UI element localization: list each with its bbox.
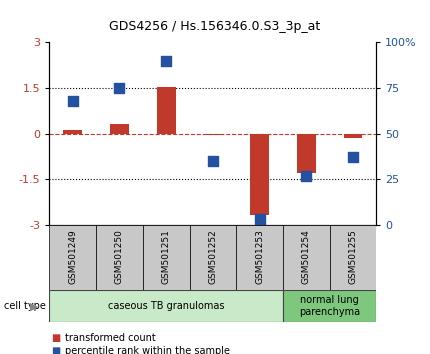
Point (256, 217, 263, 222)
Text: normal lung
parenchyma: normal lung parenchyma (299, 295, 360, 317)
Bar (283, 225, 329, 290)
Text: GSM501255: GSM501255 (348, 229, 357, 284)
Point (116, 85, 123, 91)
Text: GSM501253: GSM501253 (255, 229, 264, 284)
Text: ▶: ▶ (30, 301, 39, 311)
Point (209, 158, 216, 164)
Text: ■: ■ (52, 346, 61, 354)
Text: ■: ■ (52, 333, 61, 343)
Point (350, 154, 356, 160)
Text: transformed count: transformed count (64, 333, 155, 343)
Bar (344, 133, 362, 138)
Bar (236, 225, 283, 290)
Point (303, 173, 310, 178)
Bar (49, 290, 283, 322)
Text: percentile rank within the sample: percentile rank within the sample (64, 346, 230, 354)
Text: GSM501254: GSM501254 (302, 229, 311, 284)
Text: GSM501251: GSM501251 (162, 229, 171, 284)
Bar (157, 87, 175, 133)
Point (69, 98, 76, 104)
Bar (64, 130, 82, 133)
Text: GSM501249: GSM501249 (68, 229, 77, 284)
Text: cell type: cell type (4, 301, 46, 311)
Bar (203, 133, 222, 135)
Bar (329, 225, 376, 290)
Text: GDS4256 / Hs.156346.0.S3_3p_at: GDS4256 / Hs.156346.0.S3_3p_at (109, 20, 321, 33)
Bar (110, 124, 129, 133)
Point (163, 58, 169, 64)
Text: GSM501250: GSM501250 (115, 229, 124, 284)
Bar (297, 133, 316, 173)
Text: GSM501252: GSM501252 (209, 229, 217, 284)
Text: caseous TB granulomas: caseous TB granulomas (108, 301, 224, 311)
Bar (96, 225, 143, 290)
Bar (143, 225, 190, 290)
Bar (49, 225, 96, 290)
Bar (190, 225, 236, 290)
Bar (283, 290, 376, 322)
Bar (250, 133, 269, 215)
